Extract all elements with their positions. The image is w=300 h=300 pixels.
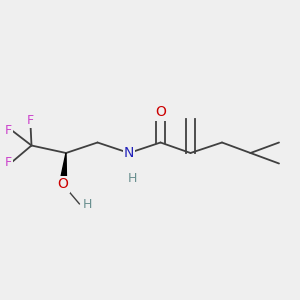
Text: H: H xyxy=(82,197,92,211)
Text: N: N xyxy=(124,146,134,160)
Text: F: F xyxy=(26,114,34,127)
Text: F: F xyxy=(5,124,12,137)
Text: H: H xyxy=(127,172,137,185)
Text: F: F xyxy=(5,155,12,169)
Text: O: O xyxy=(155,106,166,119)
Polygon shape xyxy=(59,153,67,185)
Text: O: O xyxy=(58,178,68,191)
